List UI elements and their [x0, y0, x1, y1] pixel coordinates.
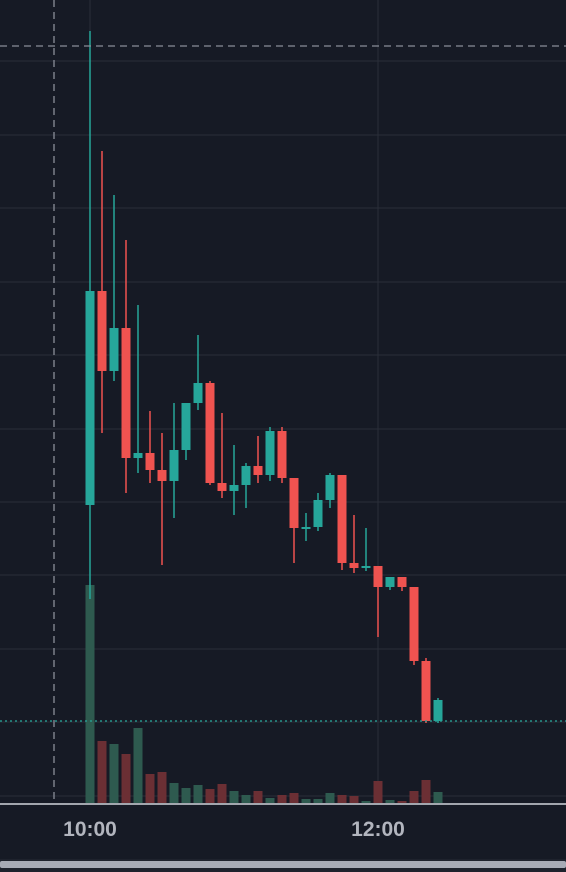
candle-body	[433, 700, 443, 721]
volume-bar	[421, 780, 431, 803]
volume-bar	[241, 795, 251, 803]
volume-bar	[97, 741, 107, 803]
candle-body	[397, 577, 407, 587]
grid-layer	[0, 0, 566, 803]
volume-bar	[181, 788, 191, 803]
candle-body	[301, 527, 311, 529]
volume-bar	[289, 793, 299, 803]
volume-bar	[145, 774, 155, 803]
volume-bar	[133, 728, 143, 803]
candle-body	[217, 483, 227, 491]
candle-body	[109, 328, 119, 371]
time-tick-label: 12:00	[351, 818, 405, 841]
candle-body	[277, 431, 287, 478]
volume-bar	[385, 800, 395, 803]
volume-bar	[325, 793, 335, 803]
volume-bar	[373, 781, 383, 803]
volume-bar	[217, 784, 227, 803]
volume-bar	[301, 799, 311, 803]
volume-bar	[397, 801, 407, 803]
volume-bar	[169, 783, 179, 803]
candle-body	[313, 500, 323, 527]
candle-body	[373, 566, 383, 587]
candle-body	[421, 661, 431, 721]
candle-body	[205, 383, 215, 483]
candle-body	[85, 291, 95, 505]
candle-body	[193, 383, 203, 403]
volume-bars	[85, 585, 443, 803]
volume-bar	[205, 789, 215, 803]
candle-body	[325, 475, 335, 500]
candle-body	[121, 328, 131, 458]
volume-bar	[109, 744, 119, 803]
candles	[85, 31, 443, 723]
volume-bar	[265, 798, 275, 803]
volume-bar	[433, 792, 443, 803]
time-tick-label: 10:00	[63, 818, 117, 841]
scrollbar-thumb[interactable]	[0, 861, 566, 868]
volume-bar	[313, 799, 323, 803]
candle-body	[157, 470, 167, 481]
candle-body	[133, 453, 143, 458]
volume-bar	[409, 791, 419, 803]
candle-body	[145, 453, 155, 470]
candle-body	[241, 466, 251, 485]
candle-body	[181, 403, 191, 450]
candle-body	[409, 587, 419, 661]
candle-body	[337, 475, 347, 563]
candle-body	[385, 577, 395, 587]
candle-body	[97, 291, 107, 371]
candle-body	[229, 485, 239, 491]
candle-body	[289, 478, 299, 528]
volume-bar	[121, 754, 131, 803]
candle-body	[265, 431, 275, 475]
volume-bar	[253, 791, 263, 803]
volume-bar	[157, 772, 167, 803]
horizontal-scrollbar[interactable]	[0, 859, 566, 872]
volume-bar	[277, 795, 287, 803]
volume-bar	[85, 585, 95, 803]
volume-bar	[349, 796, 359, 803]
overlay-lines	[0, 0, 566, 805]
candle-body	[361, 566, 371, 568]
volume-bar	[193, 785, 203, 803]
candle-body	[349, 563, 359, 568]
volume-bar	[229, 791, 239, 803]
candle-body	[253, 466, 263, 475]
volume-bar	[361, 801, 371, 803]
candle-body	[169, 450, 179, 481]
volume-bar	[337, 795, 347, 803]
